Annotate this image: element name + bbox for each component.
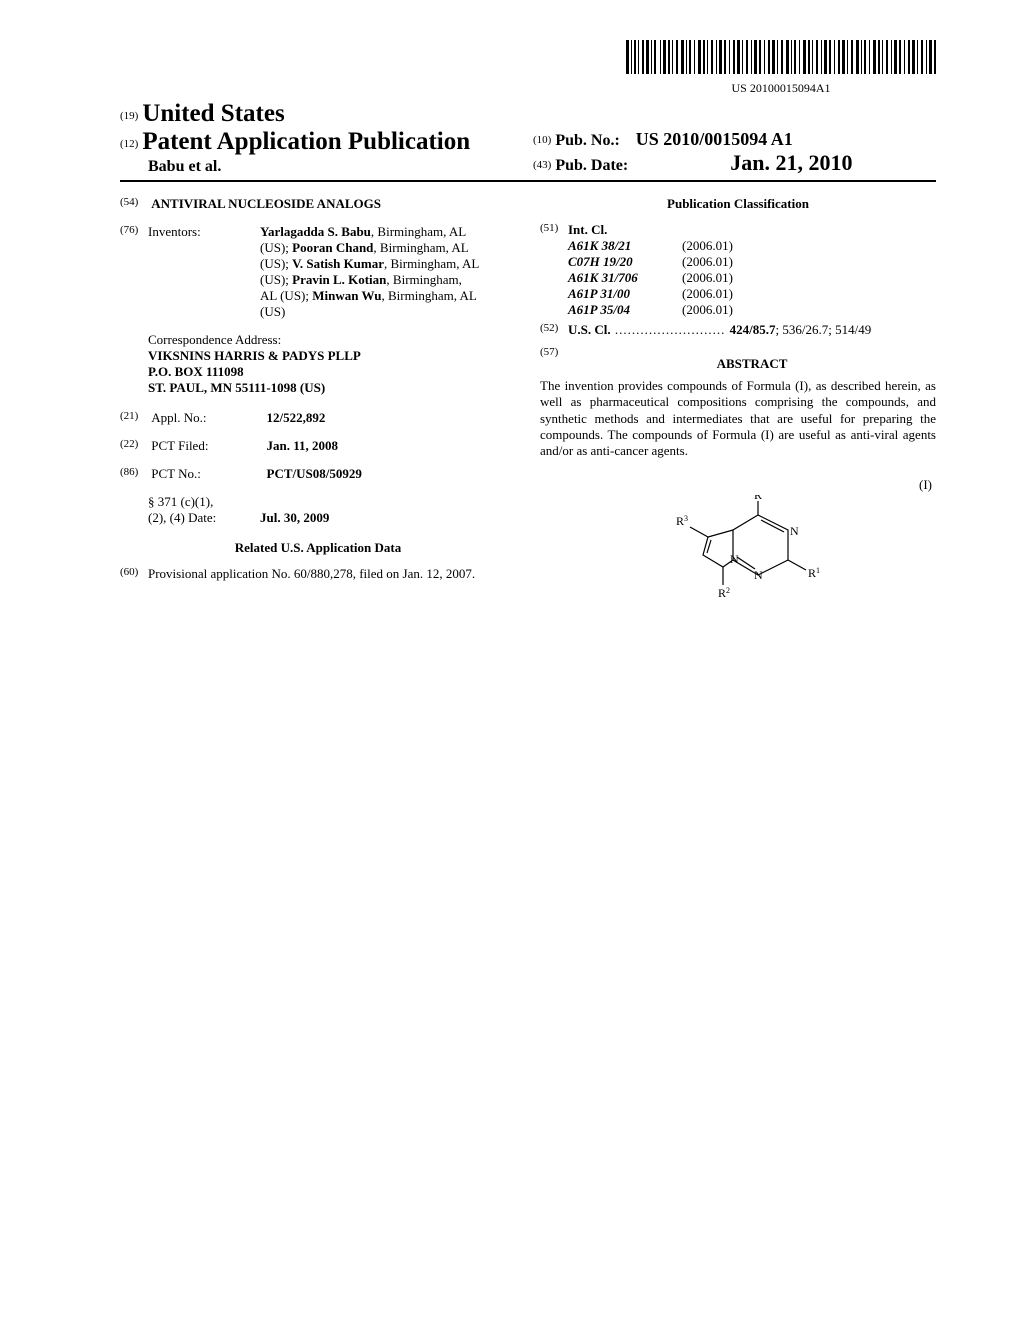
inventors-label: Inventors: [148, 224, 260, 320]
left-column: (54) ANTIVIRAL NUCLEOSIDE ANALOGS (76) I… [120, 196, 516, 619]
code-52: (52) [540, 322, 568, 338]
corr-line2: P.O. BOX 111098 [148, 364, 516, 380]
invention-title: ANTIVIRAL NUCLEOSIDE ANALOGS [151, 196, 381, 211]
barcode-area: US 20100015094A1 [120, 40, 936, 96]
svg-text:N: N [790, 524, 799, 538]
svg-text:N: N [730, 552, 739, 566]
pub-no: US 2010/0015094 A1 [636, 129, 793, 149]
intcl-4-year: (2006.01) [682, 302, 733, 318]
s371-date: Jul. 30, 2009 [260, 510, 329, 526]
pub-no-label: Pub. No.: [555, 132, 619, 149]
svg-text:R1: R1 [808, 566, 820, 581]
barcode-text: US 20100015094A1 [626, 81, 936, 96]
formula-label: (I) [540, 477, 932, 493]
intcl-3-code: A61P 31/00 [568, 286, 682, 302]
uscl-main: 424/85.7 [730, 322, 776, 337]
pub-date: Jan. 21, 2010 [730, 150, 852, 175]
abstract-header: ABSTRACT [568, 356, 936, 372]
corr-line3: ST. PAUL, MN 55111-1098 (US) [148, 380, 516, 396]
intcl-4-code: A61P 35/04 [568, 302, 682, 318]
chemical-structure: R N N N R1 R2 R3 [540, 495, 936, 619]
provisional: Provisional application No. 60/880,278, … [148, 566, 516, 582]
intcl-2-code: A61K 31/706 [568, 270, 682, 286]
code-51: (51) [540, 222, 568, 318]
correspondence: Correspondence Address: VIKSNINS HARRIS … [148, 332, 516, 396]
svg-text:R2: R2 [718, 586, 730, 601]
code-57: (57) [540, 346, 568, 378]
intcl-0-code: A61K 38/21 [568, 238, 682, 254]
country: United States [142, 100, 284, 127]
abstract-text: The invention provides compounds of Form… [540, 378, 936, 459]
corr-label: Correspondence Address: [148, 332, 516, 348]
pct-filed-label: PCT Filed: [151, 438, 263, 454]
svg-text:N: N [754, 568, 763, 582]
code-12: (12) [120, 138, 138, 150]
pub-date-label: Pub. Date: [555, 157, 628, 174]
code-54: (54) [120, 196, 148, 208]
code-21: (21) [120, 410, 148, 422]
s371-label: § 371 (c)(1), (2), (4) Date: [148, 494, 260, 526]
code-86: (86) [120, 466, 148, 478]
publication-type: Patent Application Publication [142, 128, 470, 155]
svg-text:R3: R3 [676, 514, 688, 529]
appl-label: Appl. No.: [151, 410, 263, 426]
corr-line1: VIKSNINS HARRIS & PADYS PLLP [148, 348, 516, 364]
inventors-value: Yarlagadda S. Babu, Birmingham, AL (US);… [260, 224, 480, 320]
code-60: (60) [120, 566, 148, 582]
document-header: (19) United States (12) Patent Applicati… [120, 100, 936, 182]
intcl-0-year: (2006.01) [682, 238, 733, 254]
authors: Babu et al. [120, 158, 523, 176]
code-10: (10) [533, 134, 551, 146]
appl-no: 12/522,892 [267, 410, 326, 425]
uscl-rest: ; 536/26.7; 514/49 [776, 322, 872, 337]
code-43: (43) [533, 159, 551, 171]
intcl-label: Int. Cl. [568, 222, 936, 238]
svg-text:R: R [754, 495, 762, 502]
code-22: (22) [120, 438, 148, 450]
intcl-3-year: (2006.01) [682, 286, 733, 302]
pct-no: PCT/US08/50929 [267, 466, 362, 481]
uscl-label: U.S. Cl. [568, 322, 611, 337]
code-19: (19) [120, 110, 138, 122]
code-76: (76) [120, 224, 148, 320]
right-column: Publication Classification (51) Int. Cl.… [540, 196, 936, 619]
intcl-2-year: (2006.01) [682, 270, 733, 286]
barcode: US 20100015094A1 [626, 40, 936, 96]
pct-no-label: PCT No.: [151, 466, 263, 482]
pct-filed: Jan. 11, 2008 [267, 438, 339, 453]
intcl-1-code: C07H 19/20 [568, 254, 682, 270]
classification-header: Publication Classification [540, 196, 936, 212]
related-header: Related U.S. Application Data [120, 540, 516, 556]
intcl-1-year: (2006.01) [682, 254, 733, 270]
